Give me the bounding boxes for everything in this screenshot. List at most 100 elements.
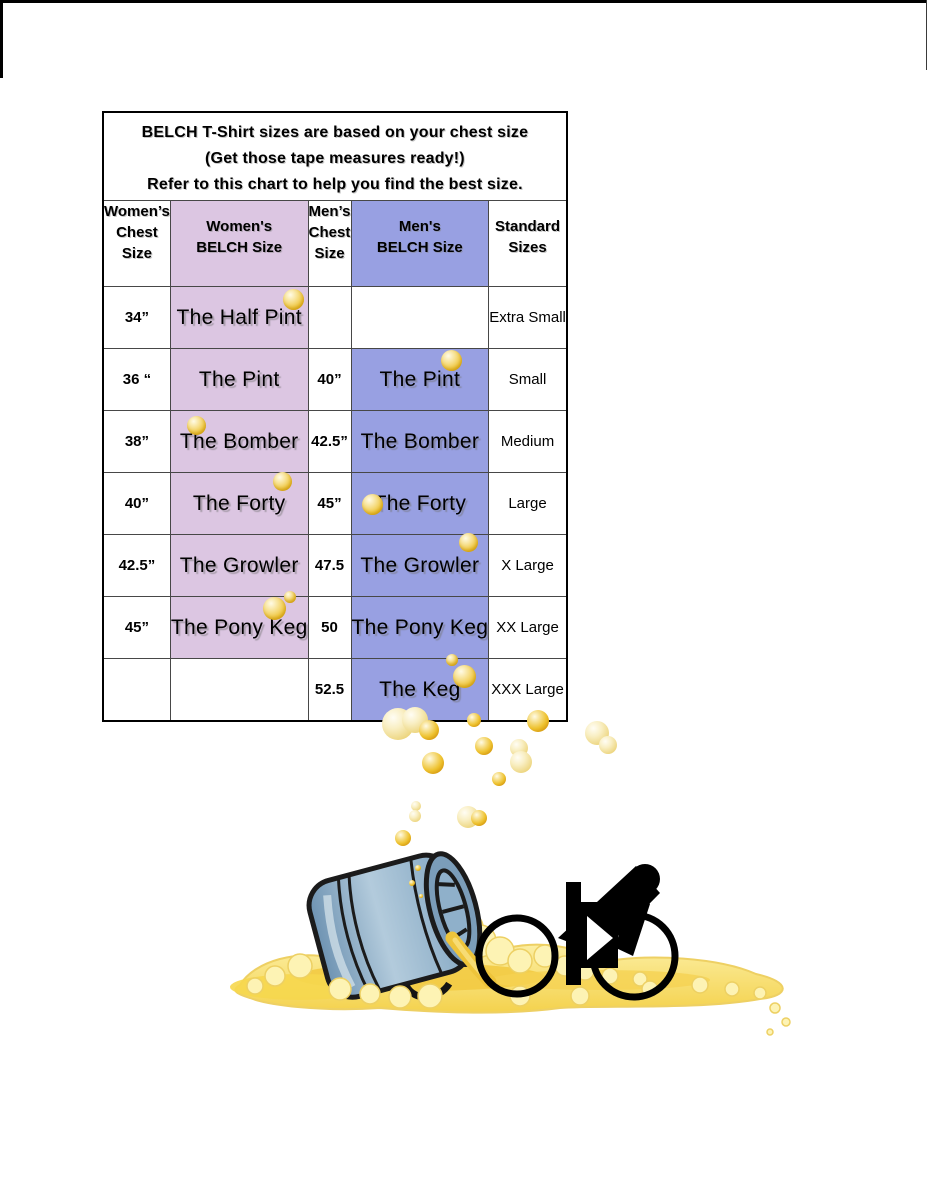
cell-text: The Pint xyxy=(198,367,280,391)
cell-standard-size: XXX Large xyxy=(488,658,568,722)
title-line-2: (Get those tape measures ready!) xyxy=(205,150,465,167)
cell-text: The Forty xyxy=(192,491,286,515)
cell-men-belch-content: The Bomber xyxy=(352,411,489,472)
page-border-top xyxy=(0,0,927,3)
beer-cyclist-illustration xyxy=(230,707,791,1036)
cell-men-chest-content: 45” xyxy=(309,473,351,534)
cell-standard-size: X Large xyxy=(488,534,568,597)
cell-men-chest-content: 50 xyxy=(309,597,351,658)
cell-women-chest-content: 38” xyxy=(104,411,170,472)
cell-men-belch: The Growler xyxy=(350,533,490,597)
cell-text: Small xyxy=(508,371,547,388)
bubble-icon xyxy=(419,894,423,898)
cell-men-chest-content: 52.5 xyxy=(309,659,351,720)
bubble-icon xyxy=(419,720,439,740)
table-row: 36 “ The Pint 40” The Pint Small xyxy=(102,348,568,411)
cell-women-chest-content: 36 “ xyxy=(104,349,170,410)
cell-men-chest: 47.5 xyxy=(307,534,352,597)
cell-text: The Growler xyxy=(360,553,480,577)
cell-women-chest: 38” xyxy=(102,410,171,473)
cell-text: 36 “ xyxy=(122,371,152,388)
cell-women-belch: The Bomber xyxy=(169,410,309,473)
cell-men-belch-content: The Growler xyxy=(352,533,489,596)
title-line-3: Refer to this chart to help you find the… xyxy=(147,176,523,193)
cell-women-belch: The Pony Keg xyxy=(169,591,309,659)
cell-men-belch xyxy=(350,286,490,349)
bubble-icon xyxy=(446,654,459,666)
cell-text: XX Large xyxy=(496,619,559,636)
table-row: 45” The Pony Keg 50 The Pony Keg XX Large xyxy=(102,591,568,659)
cell-text: Extra Small xyxy=(489,309,566,326)
table-row: 42.5” The Growler 47.5 The Growler X Large xyxy=(102,533,568,597)
cell-text: Large xyxy=(508,495,547,512)
column-header-men-belch: Men's BELCH Size xyxy=(350,200,490,287)
cell-men-belch-content: The Forty xyxy=(352,473,489,534)
cell-women-belch xyxy=(169,658,309,722)
cell-text: The Bomber xyxy=(179,429,299,453)
cell-standard-size-content: X Large xyxy=(489,535,566,596)
cell-women-chest: 45” xyxy=(102,596,171,659)
cell-men-belch: The Pony Keg xyxy=(350,596,490,659)
bubble-icon xyxy=(527,710,549,732)
bubble-icon xyxy=(467,713,481,727)
cell-text: 42.5” xyxy=(311,433,348,450)
table-row: 38” The Bomber 42.5” The Bomber Medium xyxy=(102,410,568,473)
cell-text: 52.5 xyxy=(314,681,345,698)
bubble-icon xyxy=(471,810,487,826)
cell-text: 45” xyxy=(124,619,150,636)
cell-standard-size: Large xyxy=(488,472,568,535)
cell-standard-size-content: XXX Large xyxy=(489,659,566,720)
bubble-icon xyxy=(415,865,421,871)
title-line-1: BELCH T-Shirt sizes are based on your ch… xyxy=(141,124,529,141)
bubble-icon xyxy=(361,494,383,515)
cell-women-belch-content: The Pint xyxy=(171,349,308,410)
bubble-icon xyxy=(282,289,304,310)
cell-text: 50 xyxy=(321,619,338,636)
cell-text: X Large xyxy=(501,557,554,574)
cell-men-belch: The Pint xyxy=(350,348,490,411)
cell-standard-size: Small xyxy=(488,348,568,411)
cell-text: Medium xyxy=(500,433,555,450)
bubble-icon xyxy=(409,880,415,886)
bubble-icon xyxy=(599,736,617,754)
cell-men-chest-content: 47.5 xyxy=(309,535,351,596)
cell-women-chest xyxy=(102,658,171,722)
table-row: 40” The Forty 45” The Forty Large xyxy=(102,472,568,535)
cell-women-chest: 40” xyxy=(102,472,171,535)
cell-women-chest: 42.5” xyxy=(102,534,171,597)
cell-men-chest: 52.5 xyxy=(307,658,352,722)
cell-text: The Half Pint xyxy=(176,305,302,329)
cell-text: The Keg xyxy=(379,677,461,701)
cell-standard-size-content: Extra Small xyxy=(489,287,566,348)
bubble-icon xyxy=(459,533,479,552)
bubble-icon xyxy=(475,737,493,755)
bubble-icon xyxy=(272,472,292,491)
cell-standard-size: XX Large xyxy=(488,596,568,659)
cell-women-belch-content: The Pony Keg xyxy=(171,591,308,658)
cell-men-chest: 42.5” xyxy=(307,410,352,473)
bubble-icon xyxy=(283,591,296,603)
cell-text: The Growler xyxy=(179,553,299,577)
cell-women-belch: The Growler xyxy=(169,534,309,597)
cell-standard-size-content: XX Large xyxy=(489,597,566,658)
beer-keg-icon xyxy=(306,851,483,1001)
cell-men-belch-content: The Pint xyxy=(352,349,489,410)
cyclist-icon xyxy=(475,864,679,1001)
cell-standard-size-content: Large xyxy=(489,473,566,534)
cell-text: XXX Large xyxy=(491,681,564,698)
cell-women-chest-content: 45” xyxy=(104,597,170,658)
cell-text: The Forty xyxy=(373,491,467,515)
cell-women-belch-content: The Bomber xyxy=(171,411,308,472)
cell-text: 45” xyxy=(317,495,342,512)
cell-standard-size: Extra Small xyxy=(488,286,568,349)
column-header-women-chest: Women’s Chest Size xyxy=(102,200,171,287)
table-row: 34” The Half Pint Extra Small xyxy=(102,286,568,349)
bubble-icon xyxy=(492,772,506,786)
cell-men-chest: 50 xyxy=(307,596,352,659)
bubble-icon xyxy=(395,830,411,846)
cell-men-chest: 40” xyxy=(307,348,352,411)
cell-text: The Bomber xyxy=(360,429,480,453)
bubble-icon xyxy=(441,350,463,371)
bubble-icon xyxy=(453,665,477,688)
bubble-icon xyxy=(422,752,444,774)
